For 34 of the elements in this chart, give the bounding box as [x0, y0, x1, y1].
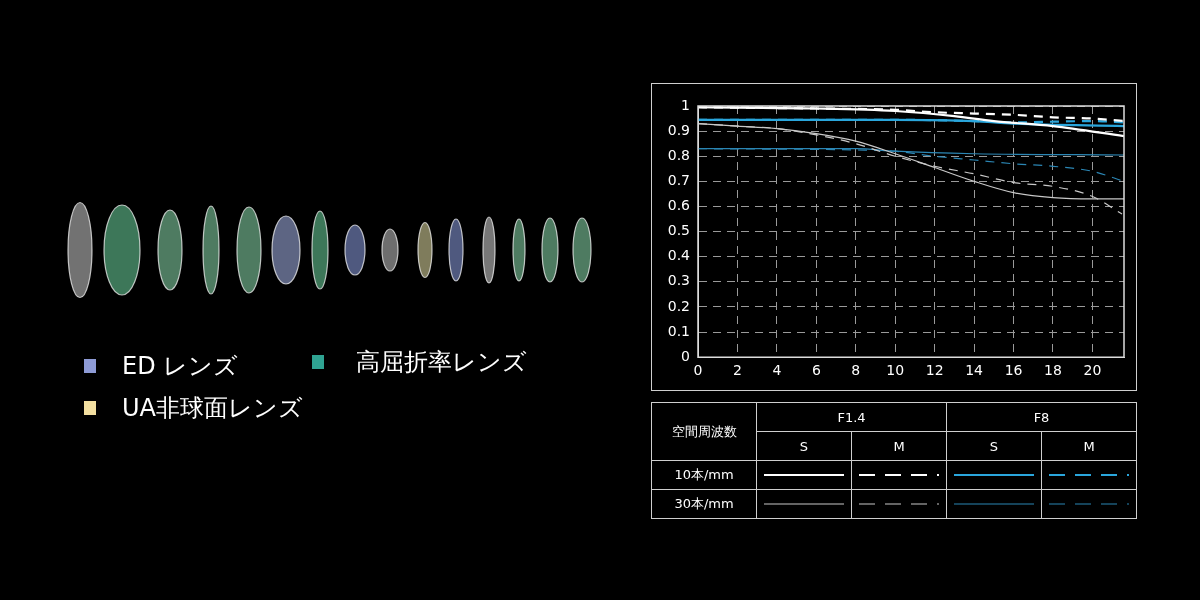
y-tick-label: 0.6	[667, 197, 691, 214]
text: 30本/mm	[651, 489, 757, 519]
y-tick-label: 0.7	[667, 172, 690, 188]
text: 空間周波数	[651, 402, 757, 461]
y-tick-label: 0.3	[667, 272, 690, 289]
text: 10本/mm	[651, 460, 757, 490]
x-tick-label: 10	[886, 362, 905, 379]
text: M	[851, 431, 947, 461]
text: UA非球面レンズ	[122, 393, 303, 424]
x-tick-label: 16	[1004, 362, 1023, 379]
x-tick-label: 6	[811, 362, 821, 379]
text: ED レンズ	[122, 351, 239, 382]
x-tick-label: 0	[693, 362, 703, 379]
text: F8	[946, 402, 1137, 432]
text: S	[946, 431, 1042, 461]
text: 高屈折率レンズ	[356, 347, 527, 378]
x-tick-label: 12	[925, 362, 944, 379]
text: F1.4	[756, 402, 947, 432]
y-tick-label: 0.9	[667, 121, 690, 138]
y-tick-label: 0.2	[667, 297, 690, 314]
x-tick-label: 2	[732, 362, 742, 379]
y-tick-label: 0	[681, 347, 690, 364]
y-tick-label: 0.4	[667, 247, 691, 264]
y-tick-label: 0.8	[667, 146, 690, 163]
text: M	[1041, 431, 1137, 461]
y-tick-label: 0.5	[667, 222, 690, 239]
x-tick-label: 4	[772, 362, 782, 379]
text: S	[756, 431, 852, 461]
y-tick-label: 1	[681, 96, 690, 113]
x-tick-label: 20	[1083, 362, 1102, 379]
x-tick-label: 18	[1044, 362, 1062, 379]
x-tick-label: 14	[965, 362, 984, 379]
x-tick-label: 8	[851, 362, 861, 379]
y-tick-label: 0.1	[667, 322, 690, 339]
